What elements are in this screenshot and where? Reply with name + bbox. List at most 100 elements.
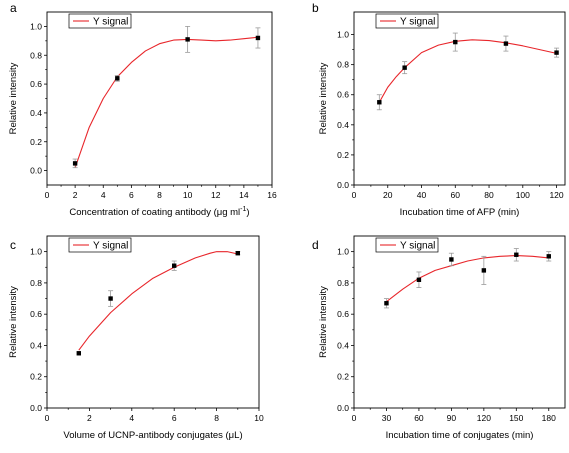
legend-label: Y signal: [93, 241, 128, 252]
x-tick-label: 14: [239, 190, 249, 200]
x-axis-label: Volume of UCNP-antibody conjugates (μL): [63, 430, 242, 441]
chart-panel-a: 0 2 4 6 8 10 12 14 16 0.0 0.2 0.4 0.6 0.8 1.0 a Relative…: [8, 1, 277, 218]
x-axis-label-unit: μL: [229, 430, 240, 441]
y-tick-label: 0.0: [30, 166, 42, 176]
x-axis-label-exponent: -1: [240, 206, 246, 213]
fit-curve: [78, 251, 238, 351]
x-tick-label: 6: [129, 190, 134, 200]
x-tick-label: 4: [129, 413, 134, 423]
chart-panel-c: 0 2 4 6 8 10 0.0 0.2 0.4 0.6 0.8 1.0 c Relative inten…: [8, 235, 264, 441]
y-tick-label: 0.4: [337, 340, 349, 350]
x-axis-label-text: Concentration of coating antibody (: [69, 207, 217, 218]
x-tick-label: 8: [157, 190, 162, 200]
fit-curve: [386, 255, 549, 303]
x-tick-label: 4: [101, 190, 106, 200]
y-tick-label: 0.6: [30, 309, 42, 319]
x-tick-label: 80: [484, 190, 494, 200]
data-point: [554, 50, 559, 55]
y-tick-label: 0.2: [337, 150, 349, 160]
data-point: [115, 76, 120, 81]
y-tick-label: 0.2: [30, 372, 42, 382]
data-point: [453, 39, 458, 45]
y-axis-label: Relative intensity: [8, 286, 19, 358]
x-tick-label: 0: [45, 190, 50, 200]
panel-label: c: [10, 238, 16, 252]
y-tick-label: 0.4: [337, 120, 349, 130]
x-tick-label: 16: [267, 190, 277, 200]
y-tick-label: 0.8: [30, 50, 42, 60]
data-point: [235, 251, 240, 256]
x-tick-label: 60: [451, 190, 461, 200]
data-point: [384, 301, 389, 306]
x-axis-label-text: Volume of UCNP-antibody conjugates (: [63, 430, 229, 441]
x-tick-label: 180: [542, 413, 556, 423]
legend-box: [375, 13, 439, 29]
y-tick-label: 0.0: [30, 403, 42, 413]
y-tick-label: 0.8: [30, 278, 42, 288]
x-tick-label: 150: [509, 413, 523, 423]
x-tick-label: 12: [211, 190, 221, 200]
x-axis-label: Incubation time of AFP (min): [400, 207, 520, 218]
x-tick-label: 0: [352, 190, 357, 200]
plot-frame: [46, 11, 273, 186]
y-tick-label: 0.4: [30, 340, 42, 350]
y-axis-label: Relative intensity: [8, 62, 19, 134]
x-axis-label: Concentration of coating antibody (μg ml…: [69, 206, 249, 218]
y-tick-label: 0.2: [337, 372, 349, 382]
fit-curve: [74, 36, 258, 168]
y-tick-label: 0.6: [337, 90, 349, 100]
x-tick-label: 0: [45, 413, 50, 423]
legend-box: [68, 237, 132, 253]
y-tick-label: 0.0: [337, 180, 349, 190]
data-point: [481, 268, 487, 273]
x-tick-label: 100: [516, 190, 530, 200]
x-tick-label: 0: [352, 413, 357, 423]
y-tick-label: 1.0: [337, 247, 349, 257]
data-point: [72, 161, 78, 166]
legend-label: Y signal: [93, 17, 128, 28]
x-tick-label: 10: [254, 413, 264, 423]
data-point: [76, 351, 81, 356]
x-tick-label: 60: [414, 413, 424, 423]
x-tick-label: 2: [73, 190, 78, 200]
panel-label: b: [312, 1, 319, 15]
data-point: [449, 257, 454, 262]
plot-frame: [353, 235, 566, 409]
panel-label: d: [312, 238, 319, 252]
x-axis-label-close: ): [246, 207, 249, 218]
y-tick-label: 0.6: [30, 79, 42, 89]
legend-label: Y signal: [400, 241, 435, 252]
legend-box: [375, 237, 439, 253]
y-tick-label: 1.0: [30, 21, 42, 31]
data-point: [546, 254, 551, 259]
data-point: [416, 277, 422, 282]
x-axis-label: Incubation time of conjugates (min): [386, 430, 534, 441]
x-tick-label: 120: [477, 413, 491, 423]
x-tick-label: 8: [214, 413, 219, 423]
y-axis-label: Relative intensity: [318, 62, 329, 134]
data-point: [185, 37, 190, 42]
y-tick-label: 1.0: [30, 247, 42, 257]
fit-curve: [378, 39, 557, 103]
x-axis-label-close: ): [239, 430, 242, 441]
data-point: [255, 35, 261, 41]
y-tick-label: 0.4: [30, 108, 42, 118]
legend-label: Y signal: [400, 17, 435, 28]
data-point: [172, 263, 177, 268]
chart-panel-d: 0 30 60 90 120 150 180 0.0 0.2 0.4 0.6 0.8 1.0 d Relat…: [312, 235, 566, 441]
x-tick-label: 2: [87, 413, 92, 423]
y-tick-label: 1.0: [337, 30, 349, 40]
data-point: [514, 252, 519, 257]
x-tick-label: 10: [183, 190, 193, 200]
x-tick-label: 120: [549, 190, 563, 200]
plot-frame: [353, 11, 566, 186]
x-tick-label: 20: [383, 190, 393, 200]
y-axis-label: Relative intensity: [318, 286, 329, 358]
plot-frame: [46, 235, 260, 409]
legend-box: [68, 13, 132, 29]
y-tick-label: 0.2: [30, 137, 42, 147]
x-tick-label: 90: [447, 413, 457, 423]
data-point: [503, 41, 509, 46]
chart-panel-b: 0 20 40 60 80 100 120 0.0 0.2 0.4 0.6 0.8 1.0 b Relati…: [312, 1, 566, 218]
x-axis-label-unit: μg ml: [217, 207, 240, 218]
